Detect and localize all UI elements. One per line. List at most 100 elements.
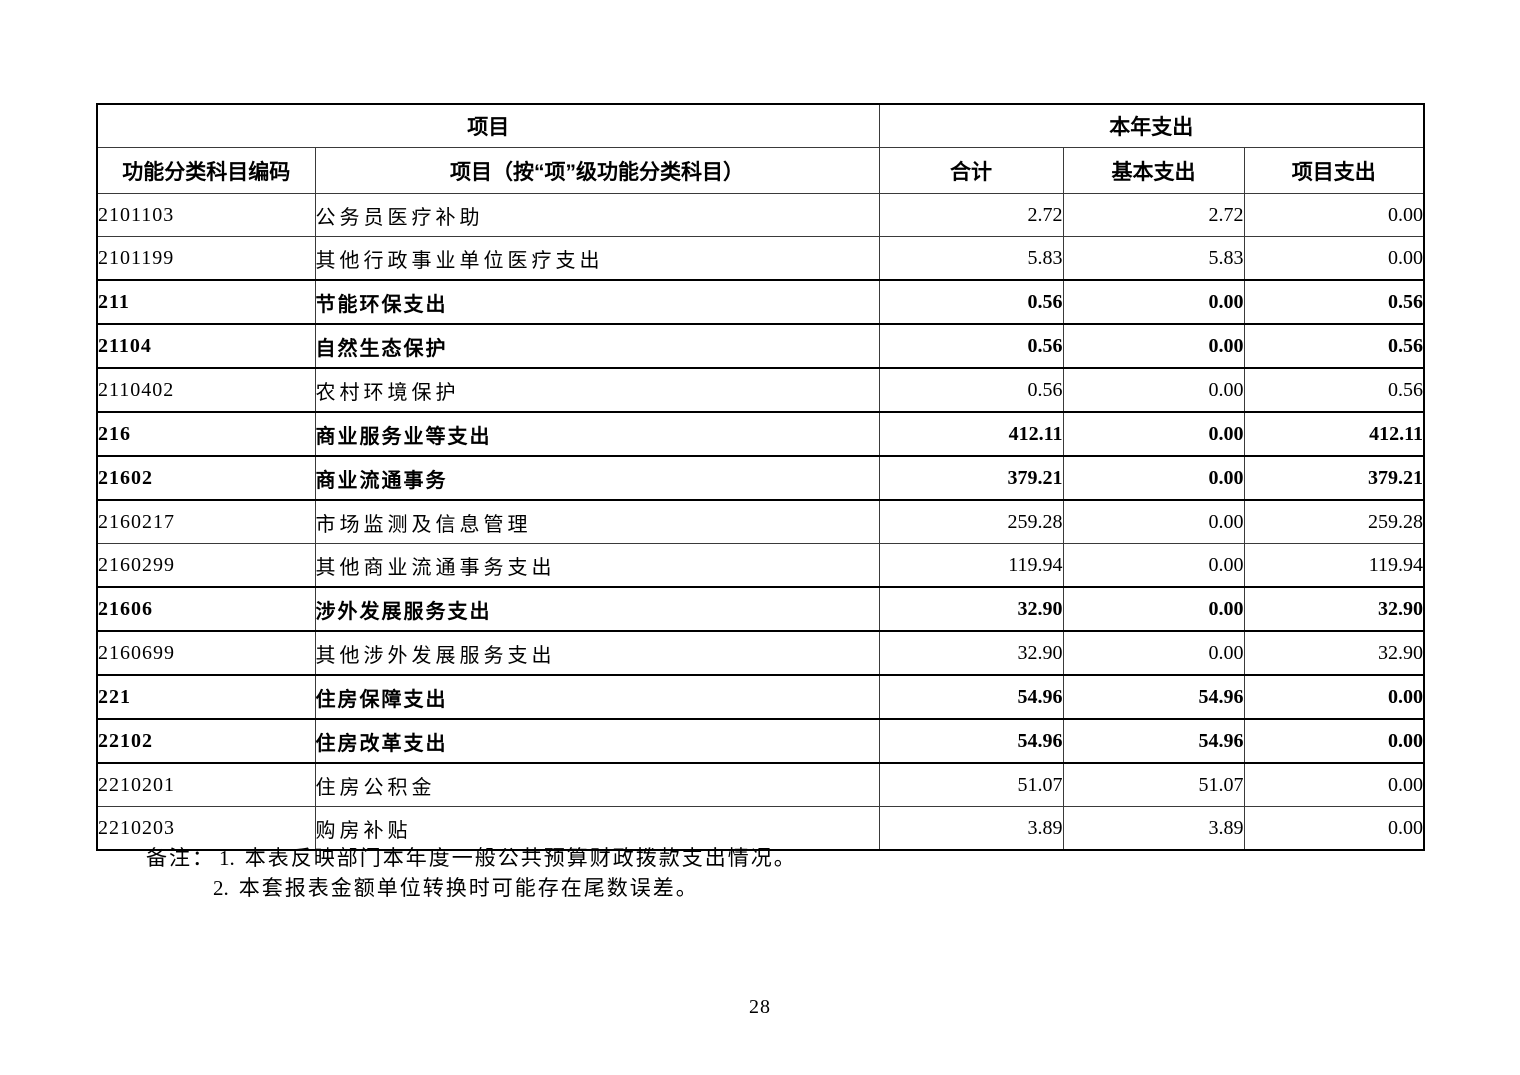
item-cell: 其他商业流通事务支出 [314,543,880,588]
basic-cell: 0.00 [1062,323,1245,369]
total-cell: 0.56 [878,323,1064,369]
table-row: 21606 涉外发展服务支出 32.90 0.00 32.90 [96,586,1425,632]
table-row: 2101199 其他行政事业单位医疗支出 5.83 5.83 0.00 [96,236,1425,281]
header-total: 合计 [878,147,1064,194]
code-cell: 21104 [96,323,316,369]
code-cell: 2210201 [96,762,316,807]
item-cell: 其他行政事业单位医疗支出 [314,236,880,281]
total-cell: 412.11 [878,411,1064,457]
total-cell: 54.96 [878,718,1064,764]
table-row: 2110402 农村环境保护 0.56 0.00 0.56 [96,367,1425,413]
table-row: 2210203 购房补贴 3.89 3.89 0.00 [96,806,1425,851]
item-cell: 其他涉外发展服务支出 [314,630,880,676]
header-project-expenditure: 项目支出 [1243,147,1425,194]
item-cell: 购房补贴 [314,806,880,851]
project-cell: 412.11 [1243,411,1425,457]
item-cell: 农村环境保护 [314,367,880,413]
code-cell: 21606 [96,586,316,632]
table-body: 2101103 公务员医疗补助 2.72 2.72 0.00 2101199 其… [96,193,1425,851]
page-number: 28 [749,996,771,1018]
project-cell: 32.90 [1243,586,1425,632]
item-cell: 节能环保支出 [314,279,880,325]
project-cell: 0.00 [1243,762,1425,807]
notes-label: 备注： [146,846,215,870]
basic-cell: 0.00 [1062,279,1245,325]
total-cell: 5.83 [878,236,1064,281]
basic-cell: 54.96 [1062,674,1245,720]
table-row: 2101103 公务员医疗补助 2.72 2.72 0.00 [96,193,1425,237]
basic-cell: 0.00 [1062,367,1245,413]
project-cell: 379.21 [1243,455,1425,501]
table-row: 21104 自然生态保护 0.56 0.00 0.56 [96,323,1425,369]
note-text-1: 本表反映部门本年度一般公共预算财政拨款支出情况。 [244,846,797,870]
item-cell: 涉外发展服务支出 [314,586,880,632]
note-line-1: 备注： 1. 本表反映部门本年度一般公共预算财政拨款支出情况。 [146,843,797,873]
total-cell: 379.21 [878,455,1064,501]
code-cell: 2101199 [96,236,316,281]
item-cell: 住房公积金 [314,762,880,807]
note-text-2: 本套报表金额单位转换时可能存在尾数误差。 [238,876,699,900]
code-cell: 211 [96,279,316,325]
basic-cell: 0.00 [1062,586,1245,632]
note-number-2: 2. [213,876,229,900]
code-cell: 221 [96,674,316,720]
notes: 备注： 1. 本表反映部门本年度一般公共预算财政拨款支出情况。 2. 本套报表金额单位… [146,843,797,903]
basic-cell: 0.00 [1062,630,1245,676]
table-row: 221 住房保障支出 54.96 54.96 0.00 [96,674,1425,720]
code-cell: 2110402 [96,367,316,413]
project-cell: 0.00 [1243,236,1425,281]
total-cell: 2.72 [878,193,1064,237]
total-cell: 3.89 [878,806,1064,851]
basic-cell: 54.96 [1062,718,1245,764]
basic-cell: 0.00 [1062,543,1245,588]
total-cell: 32.90 [878,630,1064,676]
basic-cell: 2.72 [1062,193,1245,237]
table-row: 211 节能环保支出 0.56 0.00 0.56 [96,279,1425,325]
code-cell: 2160299 [96,543,316,588]
table-row: 2160299 其他商业流通事务支出 119.94 0.00 119.94 [96,543,1425,588]
project-cell: 119.94 [1243,543,1425,588]
basic-cell: 3.89 [1062,806,1245,851]
table-row: 2210201 住房公积金 51.07 51.07 0.00 [96,762,1425,807]
header-columns-row: 功能分类科目编码 项目（按“项”级功能分类科目） 合计 基本支出 项目支出 [96,147,1425,194]
table-row: 22102 住房改革支出 54.96 54.96 0.00 [96,718,1425,764]
table-row: 21602 商业流通事务 379.21 0.00 379.21 [96,455,1425,501]
item-cell: 住房改革支出 [314,718,880,764]
basic-cell: 5.83 [1062,236,1245,281]
header-group-item: 项目 [96,103,880,148]
table-row: 2160217 市场监测及信息管理 259.28 0.00 259.28 [96,499,1425,544]
table-row: 216 商业服务业等支出 412.11 0.00 412.11 [96,411,1425,457]
note-line-2: 2. 本套报表金额单位转换时可能存在尾数误差。 [146,873,797,903]
header-basic-expenditure: 基本支出 [1062,147,1245,194]
item-cell: 商业流通事务 [314,455,880,501]
basic-cell: 0.00 [1062,411,1245,457]
total-cell: 119.94 [878,543,1064,588]
project-cell: 0.56 [1243,367,1425,413]
total-cell: 32.90 [878,586,1064,632]
header-group-row: 项目 本年支出 [96,103,1425,148]
item-cell: 公务员医疗补助 [314,193,880,237]
project-cell: 0.00 [1243,193,1425,237]
table-row: 2160699 其他涉外发展服务支出 32.90 0.00 32.90 [96,630,1425,676]
basic-cell: 0.00 [1062,455,1245,501]
project-cell: 0.00 [1243,806,1425,851]
code-cell: 22102 [96,718,316,764]
project-cell: 259.28 [1243,499,1425,544]
budget-expenditure-table: 项目 本年支出 功能分类科目编码 项目（按“项”级功能分类科目） 合计 基本支出… [96,103,1425,851]
item-cell: 自然生态保护 [314,323,880,369]
item-cell: 市场监测及信息管理 [314,499,880,544]
code-cell: 21602 [96,455,316,501]
total-cell: 54.96 [878,674,1064,720]
item-cell: 商业服务业等支出 [314,411,880,457]
code-cell: 216 [96,411,316,457]
total-cell: 0.56 [878,367,1064,413]
note-number-1: 1. [219,846,235,870]
total-cell: 259.28 [878,499,1064,544]
project-cell: 0.56 [1243,279,1425,325]
header-function-code: 功能分类科目编码 [96,147,316,194]
basic-cell: 51.07 [1062,762,1245,807]
code-cell: 2160217 [96,499,316,544]
project-cell: 0.00 [1243,674,1425,720]
basic-cell: 0.00 [1062,499,1245,544]
header-item-name: 项目（按“项”级功能分类科目） [314,147,880,194]
